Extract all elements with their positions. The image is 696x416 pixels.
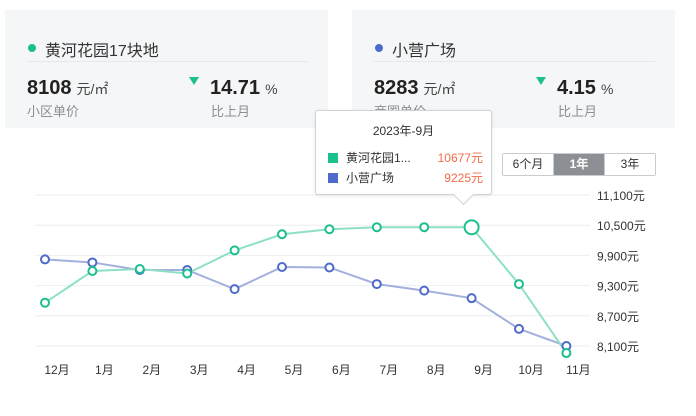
tooltip-series-name: 黄河花园1... bbox=[346, 151, 411, 165]
data-point[interactable] bbox=[277, 229, 287, 240]
unit-price-unit: 元/㎡ bbox=[423, 81, 456, 97]
series-line bbox=[44, 226, 568, 354]
data-point[interactable] bbox=[419, 222, 430, 233]
tooltip-series-value: 10677元 bbox=[437, 151, 483, 165]
down-arrow-icon bbox=[536, 77, 546, 85]
x-tick-label: 6月 bbox=[332, 363, 351, 377]
change-value: 4.15 bbox=[557, 77, 596, 99]
data-point[interactable] bbox=[371, 222, 382, 233]
data-point[interactable] bbox=[229, 245, 240, 256]
data-point[interactable] bbox=[561, 348, 572, 359]
legend-swatch-icon bbox=[328, 152, 338, 163]
y-tick-label: 10,500元 bbox=[597, 219, 646, 233]
series-dot-icon bbox=[375, 44, 383, 52]
change-label: 比上月 bbox=[558, 104, 598, 119]
time-range-toggle: 6个月 1年 3年 bbox=[502, 153, 656, 176]
data-point[interactable] bbox=[514, 279, 524, 290]
y-tick-label: 9,300元 bbox=[597, 280, 639, 294]
data-point[interactable] bbox=[134, 263, 145, 274]
y-tick-label: 8,700元 bbox=[597, 310, 639, 324]
change-unit: % bbox=[265, 81, 278, 97]
y-tick-label: 11,100元 bbox=[597, 189, 645, 203]
x-tick-label: 4月 bbox=[237, 363, 256, 377]
range-6-months-button[interactable]: 6个月 bbox=[503, 154, 554, 175]
series-line bbox=[44, 258, 567, 347]
card-title: 小营广场 bbox=[392, 43, 457, 60]
data-point[interactable] bbox=[324, 224, 335, 235]
tooltip-series-name: 小营广场 bbox=[346, 171, 395, 185]
x-tick-label: 1月 bbox=[95, 363, 114, 377]
range-3-years-button[interactable]: 3年 bbox=[605, 154, 655, 175]
unit-price-value: 8283 bbox=[374, 77, 419, 99]
card-title: 黄河花园17块地 bbox=[45, 43, 159, 60]
data-point[interactable] bbox=[324, 262, 335, 273]
down-arrow-icon bbox=[189, 77, 199, 85]
tooltip-row: 小营广场 9225元 bbox=[328, 169, 483, 186]
price-row: 8108 元/㎡ bbox=[27, 77, 108, 100]
range-1-year-button[interactable]: 1年 bbox=[554, 154, 605, 175]
data-point[interactable] bbox=[463, 219, 480, 236]
data-point[interactable] bbox=[182, 268, 193, 279]
change-unit: % bbox=[600, 81, 614, 97]
community-price-card: 黄河花园17块地 8108 元/㎡ 小区单价 14.71 % 比上月 bbox=[5, 10, 328, 128]
price-row: 8283 元/㎡ bbox=[374, 77, 455, 100]
x-tick-label: 3月 bbox=[190, 363, 209, 377]
x-tick-label: 12月 bbox=[44, 363, 69, 377]
card-divider bbox=[27, 61, 308, 62]
data-point[interactable] bbox=[40, 297, 50, 308]
change-row: 14.71 % bbox=[189, 77, 278, 100]
data-point[interactable] bbox=[277, 261, 287, 272]
data-point[interactable] bbox=[87, 266, 98, 277]
unit-price-unit: 元/㎡ bbox=[76, 81, 109, 97]
change-row: 4.15 % bbox=[536, 77, 613, 100]
data-point[interactable] bbox=[419, 285, 430, 296]
tooltip-series-value: 9225元 bbox=[444, 171, 483, 185]
data-point[interactable] bbox=[466, 293, 477, 304]
x-tick-label: 11月 bbox=[566, 363, 590, 377]
data-point[interactable] bbox=[371, 279, 382, 290]
data-point[interactable] bbox=[229, 284, 240, 295]
x-tick-label: 10月 bbox=[518, 363, 543, 377]
x-tick-label: 8月 bbox=[427, 363, 446, 377]
x-tick-label: 2月 bbox=[142, 363, 161, 377]
data-point[interactable] bbox=[514, 323, 524, 334]
data-point[interactable] bbox=[40, 254, 50, 265]
data-point[interactable] bbox=[87, 257, 98, 268]
change-value: 14.71 bbox=[210, 77, 261, 99]
x-tick-label: 9月 bbox=[474, 363, 493, 377]
unit-price-value: 8108 bbox=[27, 77, 72, 99]
unit-price-label: 小区单价 bbox=[27, 104, 80, 119]
tooltip-row: 黄河花园1... 10677元 bbox=[328, 149, 483, 166]
tooltip-title: 2023年-9月 bbox=[372, 124, 435, 138]
chart-tooltip: 2023年-9月 黄河花园1... 10677元 小营广场 9225元 bbox=[315, 110, 492, 206]
y-tick-label: 8,100元 bbox=[597, 340, 639, 354]
x-tick-label: 7月 bbox=[379, 363, 398, 377]
legend-swatch-icon bbox=[328, 172, 338, 183]
card-divider bbox=[374, 61, 655, 62]
x-tick-label: 5月 bbox=[285, 363, 304, 377]
change-label: 比上月 bbox=[211, 104, 251, 119]
y-tick-label: 9,900元 bbox=[597, 249, 639, 263]
series-dot-icon bbox=[28, 44, 36, 52]
